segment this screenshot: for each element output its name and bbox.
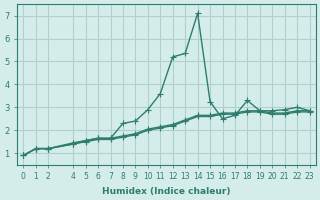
X-axis label: Humidex (Indice chaleur): Humidex (Indice chaleur) <box>102 187 231 196</box>
